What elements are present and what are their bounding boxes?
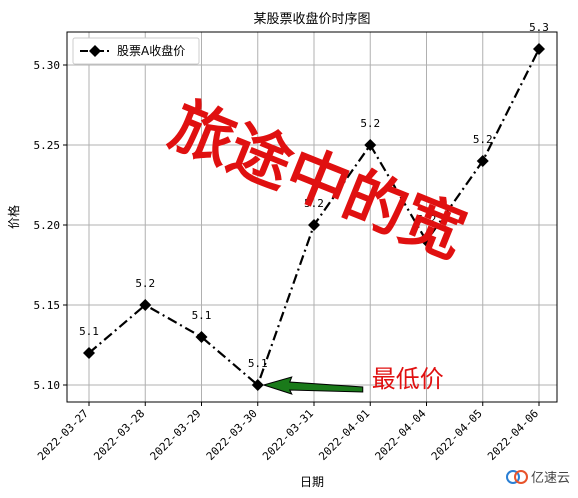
x-axis-title: 日期 [300,475,324,489]
data-label: 5.2 [473,133,493,146]
data-label: 5.2 [135,277,155,290]
y-tick-label: 5.20 [34,219,61,232]
legend-label: 股票A收盘价 [117,43,185,58]
data-label: 5.2 [360,117,380,130]
legend: 股票A收盘价 [72,37,200,65]
data-point-marker [195,331,208,343]
y-axis: 5.10 5.15 5.20 5.25 5.30 [34,59,67,392]
site-logo: 亿速云 [506,470,570,486]
data-point-marker [476,155,489,167]
y-tick-label: 5.10 [34,379,61,392]
data-point-marker [420,235,433,247]
chart-title: 某股票收盘价时序图 [253,11,370,27]
legend-marker [89,45,101,57]
data-label: 5.3 [529,21,549,34]
data-point-marker [139,299,152,311]
plot-frame [66,31,558,403]
data-point-marker [251,379,264,391]
logo-text: 亿速云 [531,471,570,486]
data-label: 5.1 [79,325,99,338]
legend-box [72,37,200,65]
series-layer [83,43,545,391]
data-label: 5.1 [248,357,268,370]
data-labels: 5.1 5.2 5.1 5.1 5.2 5.2 5.2 5.2 5.3 [79,21,549,370]
data-label: 5.1 [192,309,212,322]
y-tick-label: 5.15 [34,299,61,312]
data-point-marker [533,43,545,55]
grid-lines [67,32,557,402]
data-point-marker [308,219,320,231]
y-axis-title: 价格 [6,205,21,229]
y-tick-label: 5.25 [34,139,61,152]
data-point-marker [83,347,95,359]
data-point-marker [364,139,377,151]
annotation-arrow [262,376,364,395]
y-tick-label: 5.30 [34,59,61,72]
annotation-text: 最低价 [372,365,444,393]
data-label: 5.2 [304,197,324,210]
data-label: 5.2 [417,213,437,226]
annotation: 最低价 [262,365,444,395]
cloud-icon [506,470,528,484]
